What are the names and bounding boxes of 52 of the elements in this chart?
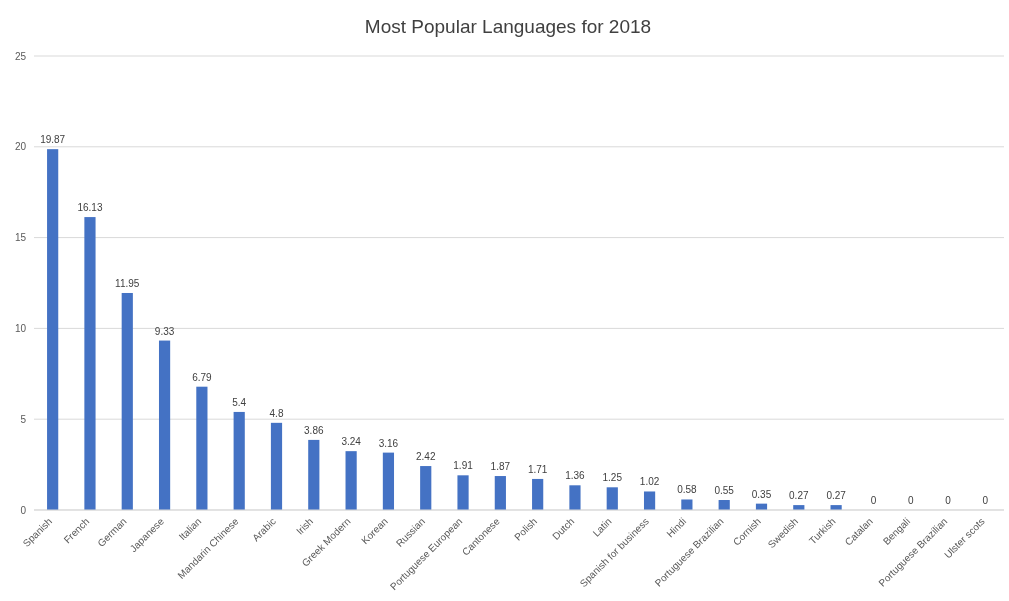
data-label: 0.58 xyxy=(677,484,698,496)
bar xyxy=(308,439,320,510)
y-tick-label: 15 xyxy=(14,232,27,244)
x-tick-label: Irish xyxy=(294,515,316,537)
data-label: 16.13 xyxy=(77,202,103,214)
data-label: 0.35 xyxy=(751,488,772,500)
data-label: 1.71 xyxy=(527,463,548,475)
data-label: 19.87 xyxy=(40,134,66,146)
data-label: 1.25 xyxy=(602,472,623,484)
data-label: 6.79 xyxy=(192,371,213,383)
bar xyxy=(84,217,96,510)
bar xyxy=(158,340,171,510)
data-label: 0 xyxy=(907,495,914,506)
data-label: 11.95 xyxy=(115,277,140,289)
data-label: 1.91 xyxy=(453,460,474,472)
bar xyxy=(457,475,469,510)
data-label: 0.55 xyxy=(714,485,735,497)
data-label: 2.42 xyxy=(416,451,436,463)
data-label: 0 xyxy=(982,495,989,506)
data-label: 4.8 xyxy=(269,407,284,419)
data-label: 3.24 xyxy=(341,436,362,448)
bar xyxy=(345,451,357,510)
chart-title: Most Popular Languages for 2018 xyxy=(363,15,653,39)
y-tick-label: 20 xyxy=(14,141,27,153)
bar xyxy=(494,476,506,510)
bar xyxy=(47,149,59,510)
bar xyxy=(643,491,656,510)
bar xyxy=(681,499,693,510)
data-label: 5.4 xyxy=(232,396,247,408)
bar xyxy=(382,452,395,510)
bar xyxy=(420,466,432,510)
data-label: 1.02 xyxy=(639,476,660,488)
y-tick-label: 10 xyxy=(14,322,27,334)
bar xyxy=(532,478,544,510)
data-label: 1.87 xyxy=(490,461,511,473)
bar xyxy=(606,487,618,510)
data-label: 3.86 xyxy=(304,424,324,436)
data-label: 1.36 xyxy=(565,470,586,482)
data-label: 0.27 xyxy=(789,490,809,502)
data-label: 3.16 xyxy=(378,437,399,449)
bar xyxy=(569,485,581,510)
data-label: 9.33 xyxy=(154,325,175,337)
data-label: 0 xyxy=(945,495,952,506)
data-label: 0.27 xyxy=(826,490,847,502)
y-tick-label: 25 xyxy=(14,50,27,62)
y-tick-label: 0 xyxy=(20,504,27,516)
data-label: 0 xyxy=(870,495,877,506)
bar xyxy=(270,422,283,510)
y-tick-label: 5 xyxy=(20,413,27,425)
bar xyxy=(233,411,245,510)
bar xyxy=(121,292,133,510)
bar xyxy=(196,386,208,510)
